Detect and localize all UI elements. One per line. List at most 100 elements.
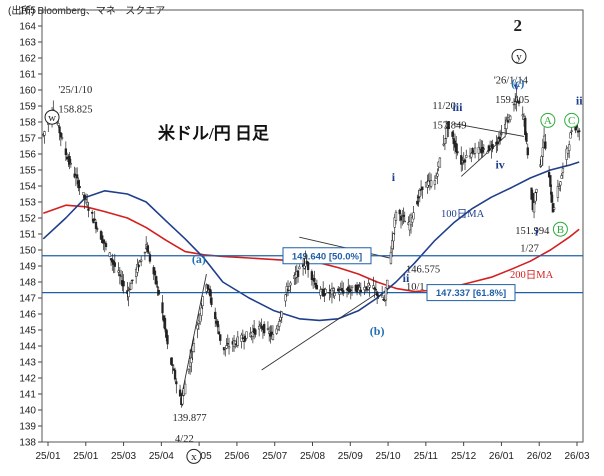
candle [289, 281, 292, 293]
candle [60, 132, 64, 141]
candle [161, 295, 164, 320]
candle [65, 152, 69, 161]
candle-body [542, 135, 546, 143]
candle-body [570, 130, 573, 132]
candle [69, 158, 73, 168]
candle [119, 269, 123, 285]
candle [470, 151, 473, 163]
candle [166, 330, 169, 350]
candle [499, 129, 502, 145]
candle-body [303, 265, 306, 269]
candle [451, 130, 454, 139]
candle-body [434, 175, 438, 179]
candle [399, 213, 403, 229]
candle [514, 92, 517, 110]
candle [77, 177, 80, 192]
candle-body [199, 313, 202, 323]
candle [260, 318, 263, 332]
candle-body [389, 252, 393, 264]
price-annotation: 157.849 [432, 120, 466, 131]
candle-body [190, 357, 193, 363]
y-tick-label: 143 [19, 358, 36, 369]
candle [183, 379, 187, 395]
candle [333, 287, 336, 300]
x-tick-label: 25/01 [73, 451, 98, 462]
candle [245, 331, 248, 339]
candle [374, 280, 378, 294]
candle-body [569, 132, 572, 139]
candle [540, 154, 543, 168]
moving-averages: 100日MA 200日MA [42, 161, 580, 322]
candle [417, 189, 420, 207]
candle-body [216, 320, 219, 328]
candle-body [531, 192, 534, 211]
candle-body [442, 143, 445, 146]
candle-body [227, 346, 231, 349]
candle-body [328, 292, 331, 294]
candle [199, 312, 202, 326]
candle [315, 279, 319, 290]
y-tick-label: 139 [19, 422, 36, 433]
candle [402, 207, 405, 224]
fib-label: 149.640 [50.0%] [292, 251, 362, 262]
candle [178, 384, 182, 397]
candle-body [460, 155, 463, 165]
candle-body [445, 128, 448, 139]
candle-body [382, 298, 385, 301]
candle-body [383, 299, 386, 302]
candle-body [268, 331, 271, 334]
candle-body [171, 364, 174, 366]
candle-body [540, 156, 543, 166]
candle [375, 290, 379, 304]
candle [491, 139, 494, 153]
candles [42, 89, 581, 408]
candle [306, 260, 310, 278]
candle [147, 244, 150, 255]
candle [471, 147, 474, 155]
wave-label: v [513, 79, 519, 93]
candle-body [43, 131, 46, 136]
candle-body [486, 151, 489, 154]
candle [438, 157, 442, 168]
x-tick-label: 25/06 [224, 451, 249, 462]
candle-body [478, 147, 482, 150]
candle-body [181, 395, 184, 405]
candle-body [487, 145, 491, 151]
x-axis: 25/0125/0125/0325/0425/0525/0625/0725/08… [35, 442, 590, 462]
candle-body [456, 151, 459, 154]
candle-body [491, 144, 494, 149]
candle [227, 337, 231, 355]
candle-body [374, 289, 378, 291]
candle [559, 181, 562, 192]
candle-body [147, 252, 150, 255]
candle-body [102, 239, 105, 244]
candle [384, 286, 388, 307]
candle [386, 279, 389, 295]
candle-body [137, 264, 140, 268]
candle [59, 132, 62, 147]
candle-body [65, 156, 69, 160]
candle-body [438, 157, 442, 168]
candle [550, 184, 553, 203]
candle [96, 226, 99, 232]
candle-body [87, 208, 90, 211]
candle-body [499, 137, 502, 141]
y-tick-label: 154 [19, 182, 36, 193]
candle [225, 338, 228, 350]
candle-body [196, 324, 199, 330]
candle [472, 150, 475, 155]
candle-body [488, 145, 492, 147]
candle-body [338, 292, 341, 295]
candle-body [289, 282, 292, 286]
candle [270, 325, 273, 340]
wave-label: iii [452, 100, 463, 114]
candle-body [78, 186, 81, 189]
candle-body [512, 103, 516, 106]
candle [578, 128, 581, 141]
candle-body [84, 198, 88, 201]
candle-body [278, 321, 281, 327]
candle-body [175, 381, 178, 385]
wave-label: (b) [370, 324, 385, 338]
candle-body [91, 211, 94, 214]
candle [330, 282, 334, 304]
